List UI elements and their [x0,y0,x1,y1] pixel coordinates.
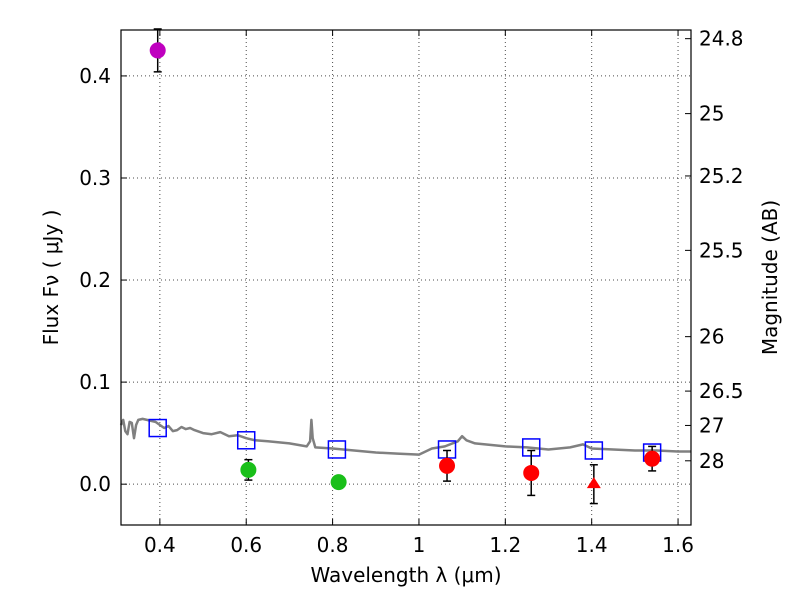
magnitude-axis-label: Magnitude (AB) [758,200,782,355]
model-square-marker [236,431,256,450]
model-square-marker [584,441,604,460]
magnitude-tick-label: 25.5 [699,238,744,262]
data-point-marker [644,450,661,467]
grid [121,30,691,525]
model-sed-line [119,417,691,456]
x-tick-label: 1.6 [662,533,694,557]
x-tick-label: 1.2 [489,533,521,557]
model-square-marker [148,418,167,438]
y-tick-label: 0.2 [79,268,111,292]
model-square-marker [327,440,347,459]
y-axis-label: Flux Fν ( μJy ) [39,210,63,346]
upper-limit-marker [586,477,601,489]
x-tick-label: 0.6 [230,533,262,557]
y-tick-label: 0.1 [79,370,111,394]
x-tick-label: 1 [413,533,426,557]
data-points [148,28,662,505]
ticks: 0.4 0.6 0.8 1 1.2 1.4 1.6 0.0 0.1 0.2 0.3 0.4 24.8 25… [79,27,743,557]
x-tick-label: 0.4 [144,533,176,557]
model-sed-series [119,417,691,456]
magnitude-tick-label: 26 [699,325,724,349]
magnitude-tick-label: 24.8 [699,27,744,51]
magnitude-tick-label: 25 [699,102,724,126]
data-point-marker [330,474,347,491]
data-point-marker [149,42,166,59]
x-axis-label: Wavelength λ (μm) [310,563,501,587]
x-tick-label: 1.4 [576,533,608,557]
data-point-marker [439,457,456,474]
y-tick-label: 0.3 [79,166,111,190]
plot-frame [120,29,692,526]
magnitude-tick-label: 26.5 [699,379,744,403]
magnitude-tick-label: 25.2 [699,164,744,188]
x-tick-label: 0.8 [317,533,349,557]
y-tick-label: 0.4 [79,64,111,88]
data-point-marker [523,464,540,481]
data-point-marker [240,461,257,478]
magnitude-tick-label: 27 [699,413,724,437]
y-tick-label: 0.0 [79,472,111,496]
magnitude-tick-label: 28 [699,449,724,473]
